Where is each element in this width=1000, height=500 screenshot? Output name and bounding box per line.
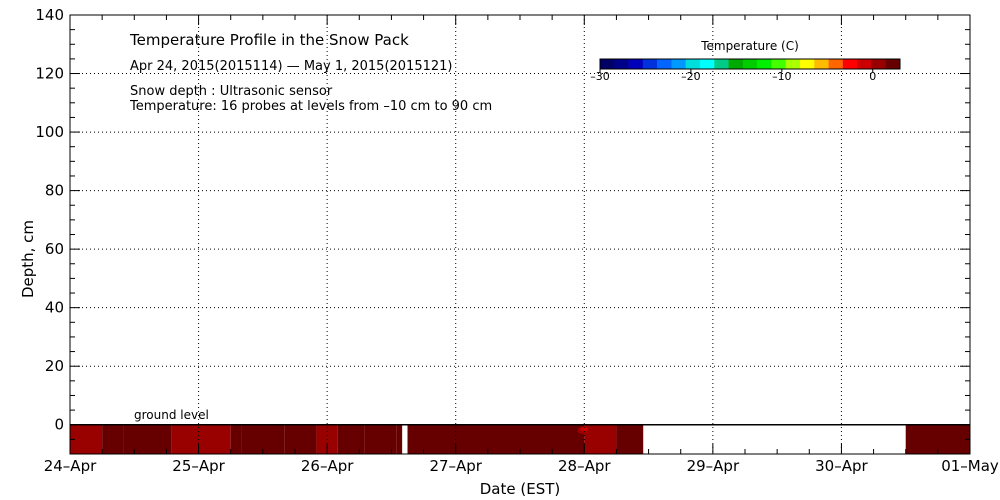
- ground-level-label: ground level: [134, 408, 209, 422]
- colorbar-title: Temperature (C): [700, 39, 799, 53]
- x-tick-label: 29–Apr: [687, 457, 740, 475]
- heatmap-cell-11: [407, 424, 585, 454]
- heatmap-cell-13: [616, 424, 644, 454]
- tick-layer: 24–Apr 25–Apr 26–Apr 27–Apr 28–Apr 29–Apr 30–A…: [35, 6, 999, 475]
- colorbar-swatch-19: [871, 59, 887, 69]
- colorbar-swatch-17: [842, 59, 858, 69]
- heatmap-cell-6: [284, 424, 317, 454]
- colorbar-swatch-0: [600, 59, 615, 69]
- colorbar-swatch-12: [771, 59, 787, 69]
- colorbar-tick-label: –30: [590, 70, 610, 83]
- colorbar-swatch-18: [857, 59, 872, 69]
- heatmap-cell-4: [230, 424, 242, 454]
- x-tick-label: 25–Apr: [172, 457, 225, 475]
- chart-title: Temperature Profile in the Snow Pack: [129, 31, 409, 49]
- x-tick-label: 30–Apr: [815, 457, 868, 475]
- y-tick-label: 100: [35, 123, 64, 141]
- x-tick-label: 24–Apr: [44, 457, 97, 475]
- colorbar-swatch-7: [700, 59, 715, 69]
- colorbar-tick-label: –10: [772, 70, 792, 83]
- chart-subtitle: Apr 24, 2015(2015114) — May 1, 2015(2015…: [130, 59, 453, 74]
- colorbar-frame: [599, 58, 901, 70]
- x-tick-label: 28–Apr: [558, 457, 611, 475]
- colorbar-swatch-9: [728, 59, 744, 69]
- colorbar-swatch-11: [757, 59, 772, 69]
- y-tick-label: 20: [45, 357, 64, 375]
- x-tick-label: 01–May: [941, 457, 999, 475]
- heatmap-cell-3: [171, 424, 231, 454]
- heatmap-cell-8: [337, 424, 365, 454]
- colorbar-swatch-2: [628, 59, 644, 69]
- colorbar-swatch-15: [814, 59, 829, 69]
- y-tick-label: 0: [54, 416, 64, 434]
- y-tick-label: 60: [45, 240, 64, 258]
- note-temperature-probes: Temperature: 16 probes at levels from –1…: [129, 99, 492, 114]
- note-snow-depth: Snow depth : Ultrasonic sensor: [130, 84, 333, 99]
- colorbar-swatch-5: [671, 59, 687, 69]
- heatmap-cell-9: [364, 424, 397, 454]
- x-axis-title: Date (EST): [480, 480, 561, 498]
- x-tick-label: 27–Apr: [429, 457, 482, 475]
- colorbar-swatch-1: [614, 59, 629, 69]
- colorbar-swatch-16: [828, 59, 844, 69]
- colorbar: –30 –20 –10 0: [590, 58, 901, 83]
- y-tick-label: 80: [45, 182, 64, 200]
- colorbar-swatch-8: [714, 59, 729, 69]
- y-tick-label: 140: [35, 6, 64, 24]
- heatmap-spot-1: [580, 426, 589, 432]
- colorbar-swatch-4: [657, 59, 672, 69]
- heatmap-cell-1: [102, 424, 124, 454]
- colorbar-tick-label: –20: [681, 70, 701, 83]
- colorbar-swatch-3: [642, 59, 658, 69]
- colorbar-swatch-13: [785, 59, 801, 69]
- x-tick-label: 26–Apr: [301, 457, 354, 475]
- y-tick-label: 120: [35, 65, 64, 83]
- colorbar-swatch-6: [685, 59, 701, 69]
- y-tick-label: 40: [45, 299, 64, 317]
- colorbar-swatch-20: [885, 59, 901, 69]
- heatmap-cell-2: [123, 424, 172, 454]
- colorbar-tick-label: 0: [869, 70, 876, 83]
- colorbar-swatch-14: [800, 59, 815, 69]
- heatmap-cell-0: [70, 424, 103, 454]
- heatmap-cell-10: [396, 424, 403, 454]
- y-axis-title: Depth, cm: [19, 220, 37, 298]
- colorbar-swatch-10: [742, 59, 758, 69]
